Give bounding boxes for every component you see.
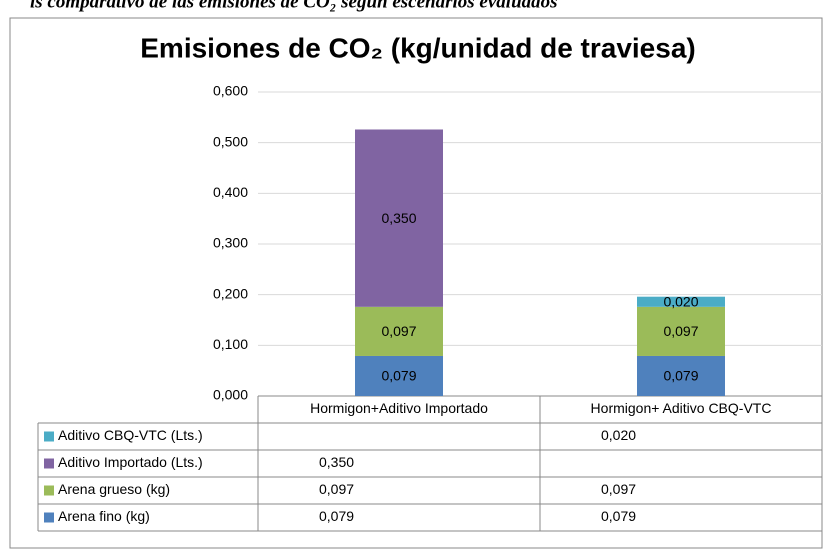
legend-swatch bbox=[44, 512, 54, 523]
bar-segment bbox=[355, 355, 443, 396]
legend-label: Aditivo CBQ-VTC (Lts.) bbox=[58, 427, 203, 443]
caption: is comparativo de las emisiones de CO₂ s… bbox=[30, 0, 558, 12]
chart-border bbox=[9, 17, 823, 549]
y-tick-label: 0,500 bbox=[213, 133, 248, 149]
y-tick-label: 0,200 bbox=[213, 285, 248, 301]
x-tick-label: Hormigon+ Aditivo CBQ-VTC bbox=[591, 400, 772, 416]
data-label: 0,079 bbox=[381, 368, 416, 384]
y-tick-label: 0,300 bbox=[213, 235, 248, 251]
y-tick-label: 0,100 bbox=[213, 336, 248, 352]
y-tick-label: 0,400 bbox=[213, 184, 248, 200]
legend-swatch bbox=[44, 431, 54, 442]
chart-title: Emisiones de CO₂ (kg/unidad de traviesa) bbox=[140, 32, 695, 63]
data-label: 0,079 bbox=[663, 368, 698, 384]
table-cell: 0,020 bbox=[601, 427, 636, 443]
bar-segment bbox=[355, 129, 443, 307]
table-cell: 0,097 bbox=[319, 481, 354, 497]
data-label: 0,097 bbox=[663, 323, 698, 339]
legend-swatch bbox=[44, 485, 54, 496]
x-tick-label: Hormigon+Aditivo Importado bbox=[310, 400, 488, 416]
legend-label: Arena grueso (kg) bbox=[58, 481, 170, 497]
bar-segment bbox=[637, 306, 725, 356]
bar-segment bbox=[637, 296, 725, 307]
table-cell: 0,079 bbox=[319, 508, 354, 524]
data-label: 0,350 bbox=[381, 210, 416, 226]
bar-segment bbox=[637, 355, 725, 396]
bar-segment bbox=[355, 306, 443, 356]
table-cell: 0,350 bbox=[319, 454, 354, 470]
table-cell: 0,097 bbox=[601, 481, 636, 497]
data-label: 0,020 bbox=[663, 293, 698, 309]
y-tick-label: 0,000 bbox=[213, 387, 248, 403]
y-tick-label: 0,600 bbox=[213, 83, 248, 99]
legend-label: Aditivo Importado (Lts.) bbox=[58, 454, 203, 470]
data-label: 0,097 bbox=[381, 323, 416, 339]
legend-label: Arena fino (kg) bbox=[58, 508, 150, 524]
legend-swatch bbox=[44, 458, 54, 469]
table-cell: 0,079 bbox=[601, 508, 636, 524]
